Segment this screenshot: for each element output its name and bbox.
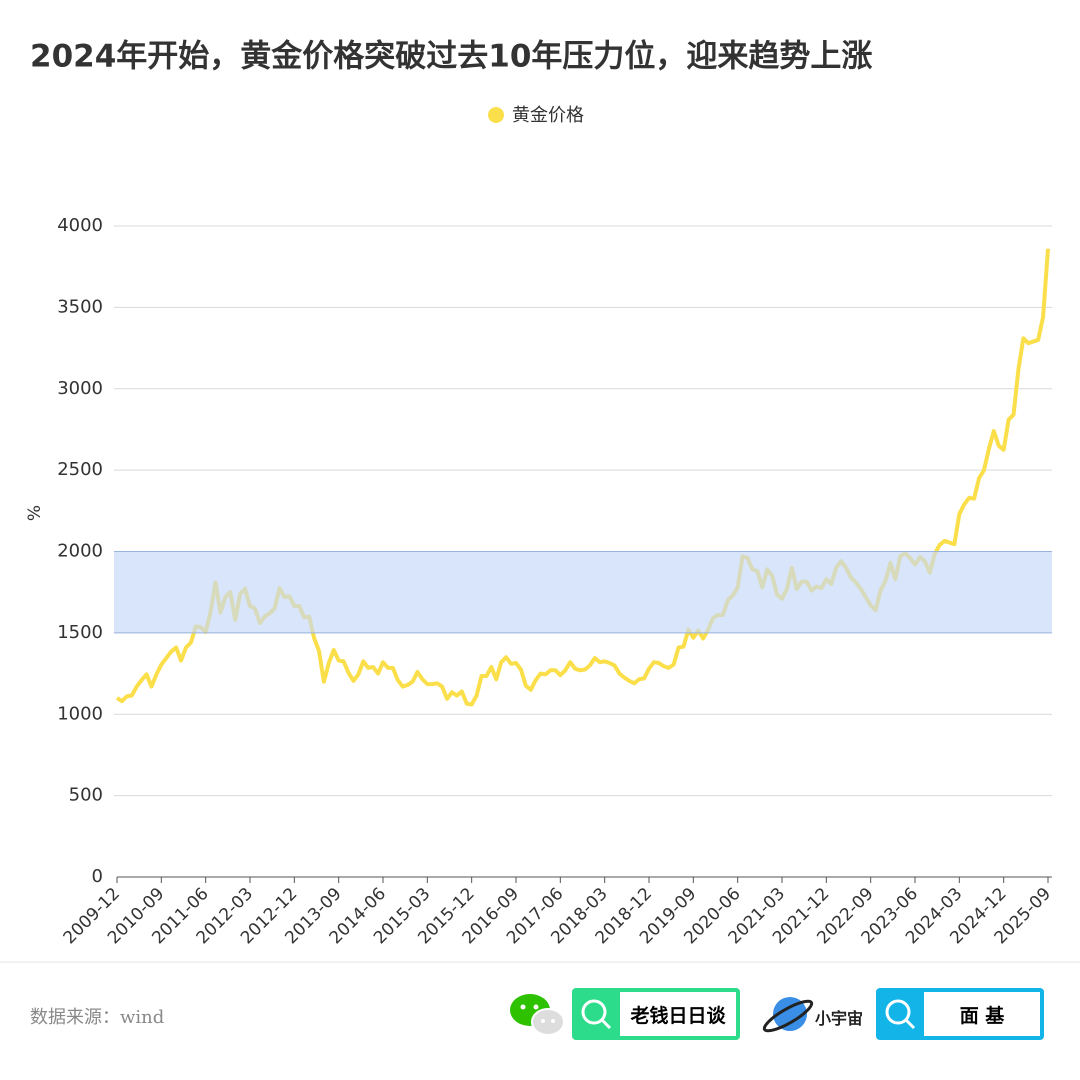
search-icon [885, 999, 916, 1030]
y-tick-label: 1500 [57, 622, 103, 643]
brand-name: 小宇宙 [815, 1009, 864, 1028]
brand-box: 面 基 [876, 988, 1044, 1040]
y-tick-label: 4000 [57, 215, 103, 236]
y-tick-label: 2500 [57, 459, 103, 480]
brand-name: 面 基 [924, 992, 1040, 1036]
wechat-icon [510, 994, 565, 1036]
line-series [115, 248, 1050, 707]
chart-title: 2024年开始，黄金价格突破过去10年压力位，迎来趋势上涨 [30, 39, 872, 75]
y-tick-label: 3000 [57, 378, 103, 399]
y-tick-label: 0 [92, 866, 103, 887]
y-tick-label: 2000 [57, 541, 103, 562]
y-tick-label: 500 [69, 785, 103, 806]
search-icon [581, 999, 612, 1030]
y-tick-label: 3500 [57, 296, 103, 317]
brand-name: 老钱日日谈 [620, 992, 736, 1036]
planet-icon [762, 997, 814, 1033]
highlight-band [114, 551, 1052, 633]
source-note: 数据来源：wind [30, 1007, 165, 1028]
legend-label: 黄金价格 [512, 105, 584, 126]
brand-box: 老钱日日谈 [572, 988, 740, 1040]
legend-marker [488, 107, 504, 123]
y-axis-label: % [25, 505, 45, 521]
y-tick-label: 1000 [57, 703, 103, 724]
